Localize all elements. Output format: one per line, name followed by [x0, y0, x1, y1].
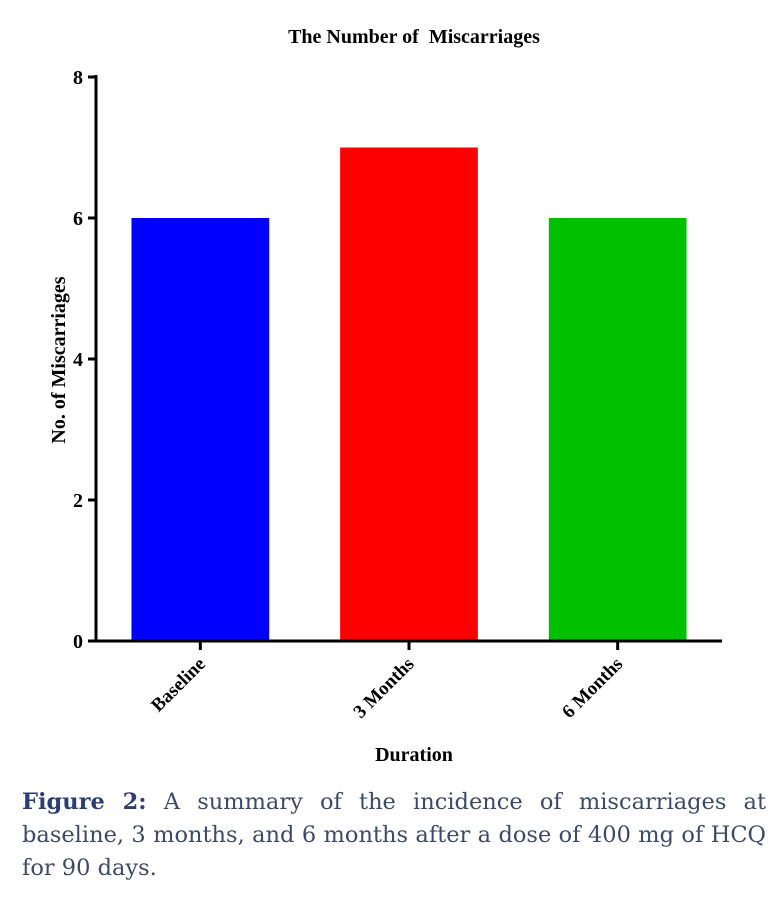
x-tick-label: Baseline — [147, 654, 210, 717]
bar-chart: The Number of Miscarriages 0 2 4 6 8 Baselin… — [48, 26, 722, 766]
figure-label: Figure 2: — [22, 789, 147, 815]
x-axis: Baseline 3 Months 6 Months — [94, 639, 722, 723]
y-tick-label: 2 — [73, 490, 83, 512]
y-tick-label: 4 — [73, 349, 83, 371]
x-axis-title: Duration — [375, 744, 453, 766]
figure-caption: Figure 2: A summary of the incidence of … — [22, 786, 766, 885]
figure-caption-text: A summary of the incidence of miscarriag… — [22, 789, 767, 881]
y-tick-label: 8 — [73, 67, 83, 89]
bar-baseline — [131, 218, 270, 641]
bar-6-months — [548, 218, 687, 641]
bar-3-months — [340, 147, 478, 641]
x-tick-label: 6 Months — [558, 654, 627, 723]
bars-group — [131, 147, 687, 641]
y-axis: 0 2 4 6 8 — [73, 67, 98, 653]
y-axis-title: No. of Miscarriages — [48, 276, 70, 443]
chart-title: The Number of Miscarriages — [288, 26, 540, 48]
x-tick-label: 3 Months — [350, 654, 419, 723]
y-tick-label: 6 — [73, 208, 83, 230]
y-tick-label: 0 — [73, 631, 83, 653]
